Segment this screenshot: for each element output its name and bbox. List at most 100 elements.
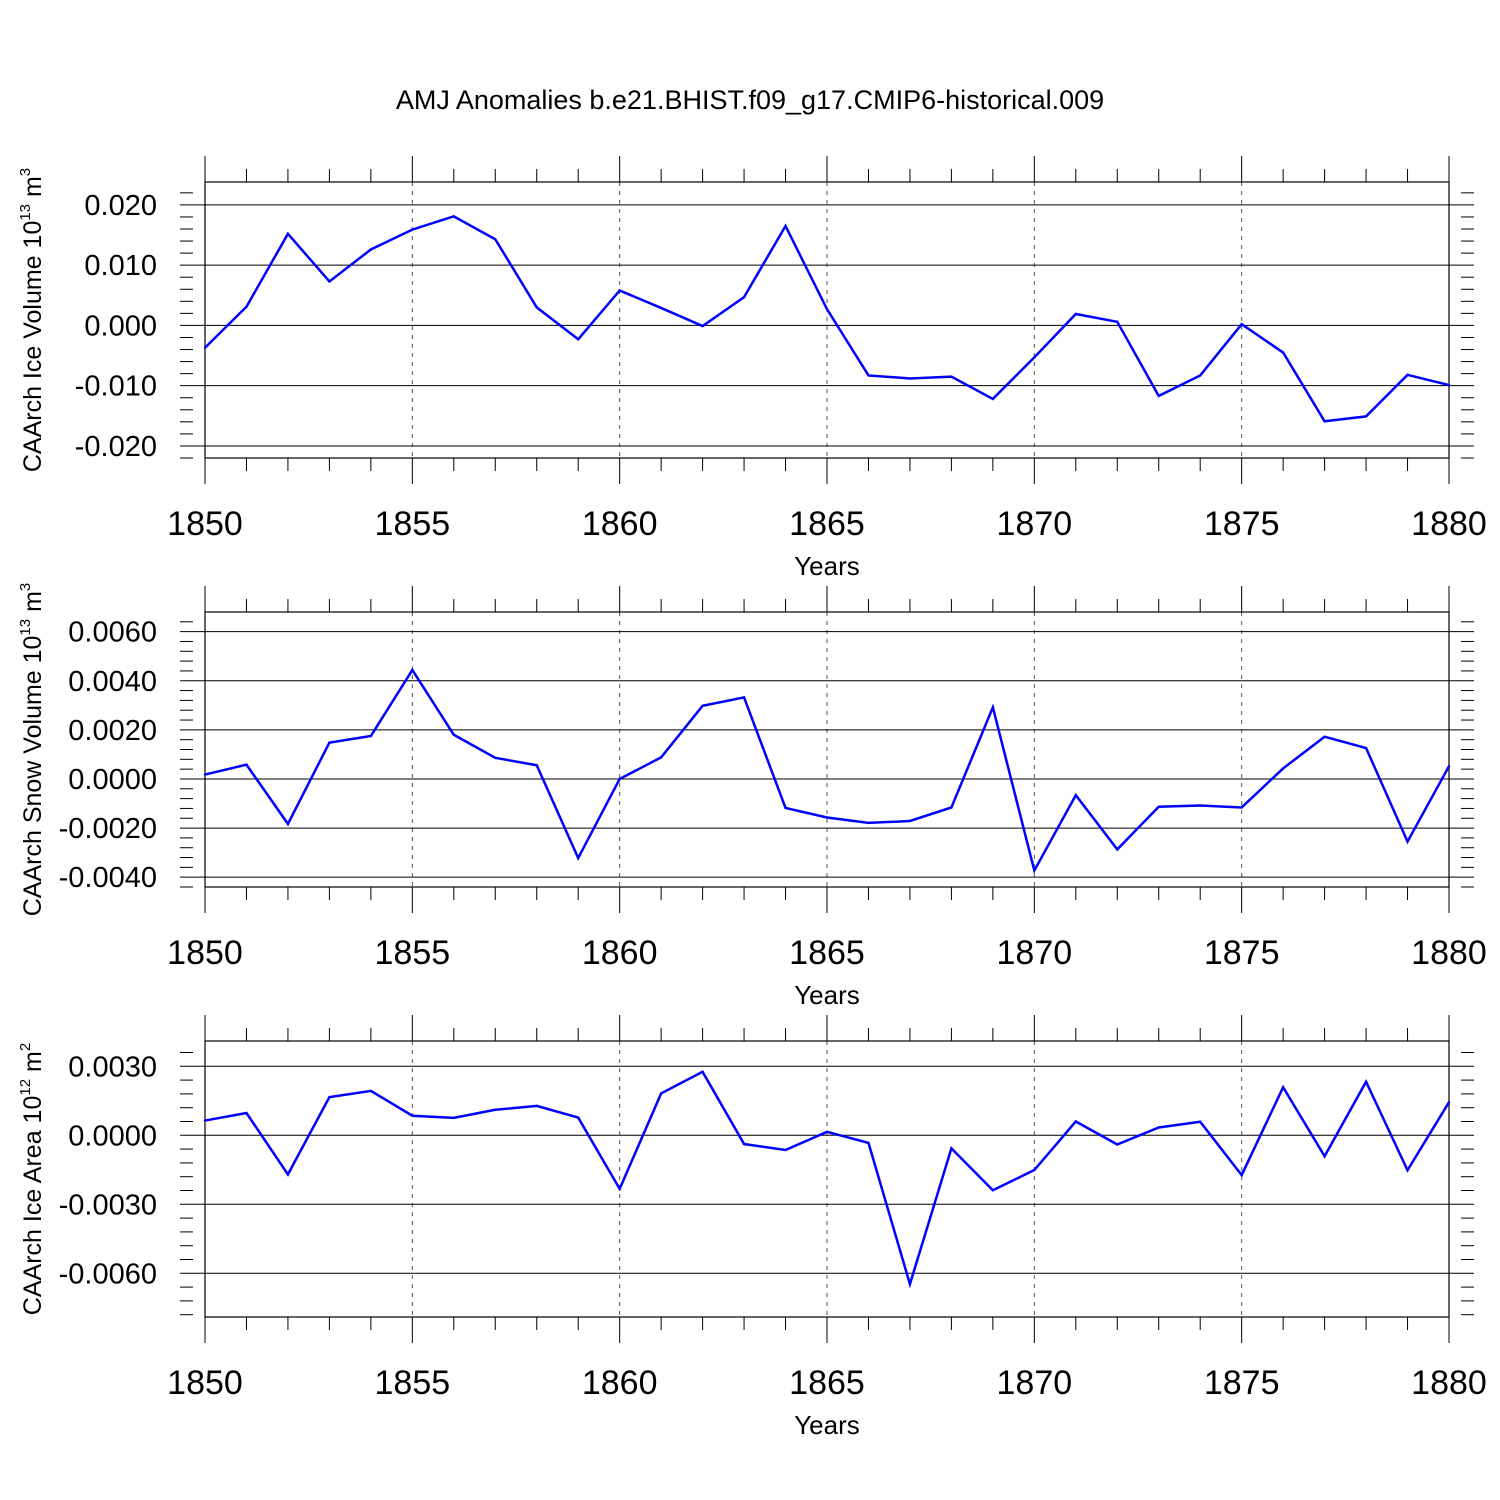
data-point xyxy=(1033,356,1036,359)
data-point xyxy=(659,306,663,310)
data-point xyxy=(659,1092,663,1095)
x-axis-label: Years xyxy=(794,1410,860,1440)
data-point xyxy=(1240,806,1243,809)
data-point xyxy=(1323,1155,1326,1158)
x-axis-label: Years xyxy=(794,980,860,1010)
data-point xyxy=(742,696,746,699)
x-tick-label: 1880 xyxy=(1411,934,1487,972)
data-point xyxy=(1364,1080,1368,1083)
x-tick-label: 1875 xyxy=(1204,505,1280,543)
data-point xyxy=(1199,374,1202,377)
data-point xyxy=(1199,804,1202,807)
y-axis-label: CAArch Ice Area 1012 m2 xyxy=(17,1043,47,1315)
data-point xyxy=(577,856,580,860)
x-axis-label: Years xyxy=(794,551,860,581)
x-tick-label: 1865 xyxy=(789,934,865,972)
data-point xyxy=(494,238,497,241)
data-point xyxy=(1447,764,1451,768)
data-point xyxy=(867,1141,870,1145)
plot-frame xyxy=(204,1040,1450,1318)
y-tick-label: 0.000 xyxy=(84,310,157,342)
data-point xyxy=(203,773,207,776)
x-tick-label: 1855 xyxy=(375,934,451,972)
data-point xyxy=(286,822,290,826)
data-point xyxy=(452,215,455,218)
data-point xyxy=(452,733,455,736)
y-tick-label: 0.0060 xyxy=(68,617,157,649)
data-point xyxy=(742,1142,746,1146)
data-point xyxy=(1157,1126,1160,1129)
y-axis-label: CAArch Snow Volume 1013 m3 xyxy=(17,583,47,917)
data-point xyxy=(908,819,912,823)
y-tick-label: -0.010 xyxy=(75,371,157,403)
data-point xyxy=(1033,869,1036,872)
data-point xyxy=(908,377,912,380)
data-point xyxy=(1074,793,1078,797)
data-point xyxy=(203,1119,207,1122)
data-point xyxy=(991,706,995,709)
data-point xyxy=(328,1095,331,1099)
x-tick-label: 1855 xyxy=(375,505,451,543)
data-point xyxy=(1157,805,1160,808)
data-point xyxy=(1447,383,1451,387)
x-tick-label: 1870 xyxy=(997,505,1073,543)
y-tick-label: 0.0030 xyxy=(68,1051,157,1083)
data-point xyxy=(659,756,663,759)
data-point xyxy=(867,374,870,377)
y-tick-label: 0.0000 xyxy=(68,1120,157,1152)
x-tick-label: 1865 xyxy=(789,505,865,543)
y-tick-label: -0.0020 xyxy=(59,813,157,845)
data-point xyxy=(1074,1120,1078,1123)
plot-frame xyxy=(204,611,1450,888)
data-point xyxy=(701,324,704,328)
data-point xyxy=(701,704,704,707)
panels: 0.020 0.010 0.000 -0.010 -0.020 1850 1855 1860 1… xyxy=(17,156,1487,1440)
data-point xyxy=(411,228,414,231)
data-point xyxy=(950,806,953,809)
y-tick-label: 0.020 xyxy=(84,190,157,222)
data-point xyxy=(825,307,829,311)
plot-frame xyxy=(204,181,1450,459)
x-tick-label: 1875 xyxy=(1204,1364,1280,1402)
y-tick-label: -0.0040 xyxy=(59,862,157,894)
data-point xyxy=(369,734,373,738)
x-tick-label: 1860 xyxy=(582,505,658,543)
data-point xyxy=(825,1130,829,1134)
panel-1: 0.020 0.010 0.000 -0.010 -0.020 1850 1855 1860 1… xyxy=(17,156,1487,581)
data-point xyxy=(1074,312,1078,316)
data-point xyxy=(245,1111,248,1115)
data-point xyxy=(369,1089,373,1093)
data-point xyxy=(784,806,787,810)
data-point xyxy=(742,295,746,299)
data-point xyxy=(203,346,207,349)
data-point xyxy=(411,668,414,672)
x-tick-label: 1850 xyxy=(167,934,243,972)
panel-2: 0.0060 0.0040 0.0020 0.0000 -0.0020 -0.0040 18… xyxy=(17,583,1487,1010)
x-tick-label: 1870 xyxy=(997,934,1073,972)
data-point xyxy=(369,248,373,251)
data-point xyxy=(867,821,870,825)
data-point xyxy=(452,1116,455,1120)
data-point xyxy=(1281,1086,1285,1089)
data-point xyxy=(1323,420,1326,423)
data-point xyxy=(825,816,829,819)
x-tick-label: 1880 xyxy=(1411,505,1487,543)
data-point xyxy=(535,764,538,767)
data-point xyxy=(701,1070,704,1074)
data-point xyxy=(950,375,953,378)
x-tick-label: 1860 xyxy=(582,934,658,972)
data-point xyxy=(908,1282,912,1286)
data-point xyxy=(286,232,290,236)
data-point xyxy=(245,305,248,308)
data-point xyxy=(1116,1143,1119,1146)
x-tick-label: 1850 xyxy=(167,1364,243,1402)
data-point xyxy=(577,338,580,341)
x-tick-label: 1850 xyxy=(167,505,243,543)
panel-3: 0.0030 0.0000 -0.0030 -0.0060 1850 1855 1860 18… xyxy=(17,1015,1487,1440)
y-tick-label: -0.0030 xyxy=(59,1189,157,1221)
data-point xyxy=(991,1189,995,1192)
y-tick-label: 0.010 xyxy=(84,250,157,282)
data-point xyxy=(784,224,787,228)
x-tick-label: 1875 xyxy=(1204,934,1280,972)
